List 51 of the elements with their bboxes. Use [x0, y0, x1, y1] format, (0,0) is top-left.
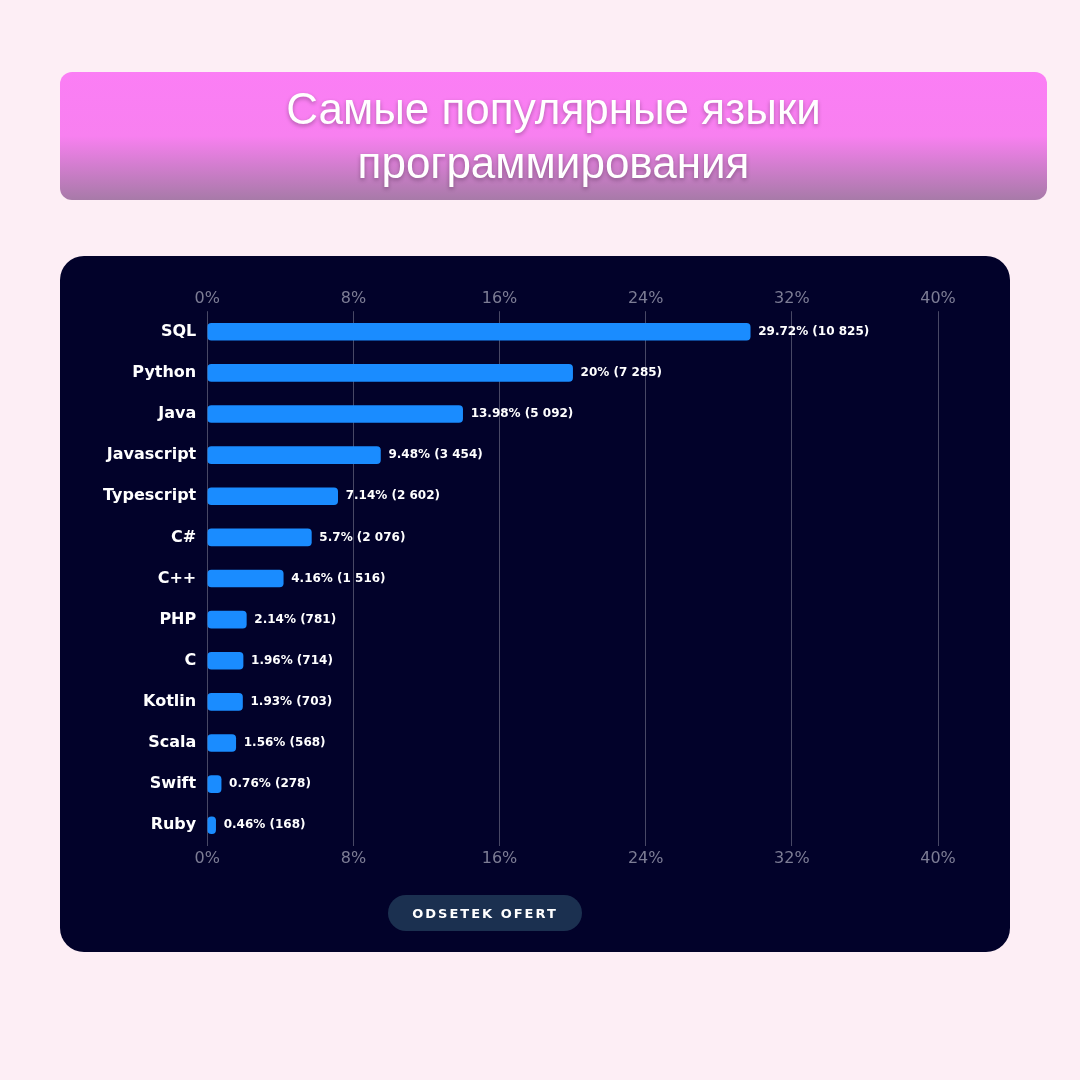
- data-label: 0.76% (278): [229, 776, 311, 791]
- x-tick-label: 40%: [920, 287, 956, 307]
- y-tick-label: Ruby: [150, 814, 197, 834]
- y-tick-label: PHP: [159, 608, 197, 628]
- data-label: 1.56% (568): [243, 735, 326, 750]
- data-label: 13.98% (5 092): [470, 406, 574, 421]
- bar: [207, 693, 243, 711]
- data-label: 7.14% (2 602): [345, 488, 441, 503]
- y-tick-label: Java: [157, 403, 197, 423]
- data-label: 29.72% (10 825): [758, 323, 870, 338]
- data-label: 0.46% (168): [223, 817, 306, 832]
- bar: [207, 322, 751, 341]
- y-tick-label: Swift: [149, 773, 197, 793]
- data-label: 2.14% (781): [254, 611, 337, 626]
- data-label: 9.48% (3 454): [388, 447, 483, 462]
- x2-tick-label: 24%: [627, 847, 664, 867]
- x-tick-label: 24%: [627, 287, 664, 307]
- x2-tick-label: 16%: [481, 847, 518, 867]
- y-tick-label: SQL: [160, 320, 197, 340]
- bar: [207, 651, 244, 670]
- data-label: 20% (7 285): [580, 365, 663, 380]
- data-label: 4.16% (1 516): [291, 570, 386, 585]
- x2-tick-label: 8%: [340, 847, 367, 867]
- x2-tick-label: 40%: [920, 847, 956, 867]
- chart-title: Самые популярные языки программирования: [285, 83, 822, 189]
- data-label: 1.96% (714): [251, 652, 333, 667]
- y-tick-label: Kotlin: [143, 691, 197, 711]
- y-tick-label: C#: [171, 526, 197, 546]
- y-tick-label: C: [184, 649, 197, 669]
- x-tick-label: 8%: [340, 287, 367, 307]
- bar: [207, 528, 312, 547]
- x-tick-label: 16%: [481, 287, 518, 307]
- x-tick-label: 0%: [194, 287, 220, 307]
- bar: [207, 405, 463, 423]
- bar: [207, 364, 573, 382]
- y-tick-label: Python: [132, 362, 197, 382]
- y-tick-label: C++: [157, 567, 197, 587]
- y-tick-label: Javascript: [105, 444, 197, 464]
- data-label: 5.7% (2 076): [319, 529, 406, 544]
- data-label: 1.93% (703): [250, 693, 333, 708]
- y-tick-label: Typescript: [103, 485, 197, 505]
- x-axis-title: ODSETEK OFERT: [388, 895, 582, 931]
- bar: [207, 734, 237, 752]
- x2-tick-label: 0%: [194, 847, 220, 867]
- x-tick-label: 32%: [774, 287, 810, 307]
- bar: [207, 610, 247, 629]
- y-tick-label: Scala: [148, 732, 197, 752]
- bar: [207, 569, 284, 588]
- x2-tick-label: 32%: [774, 847, 810, 867]
- bar: [207, 446, 381, 464]
- bar: [207, 487, 339, 506]
